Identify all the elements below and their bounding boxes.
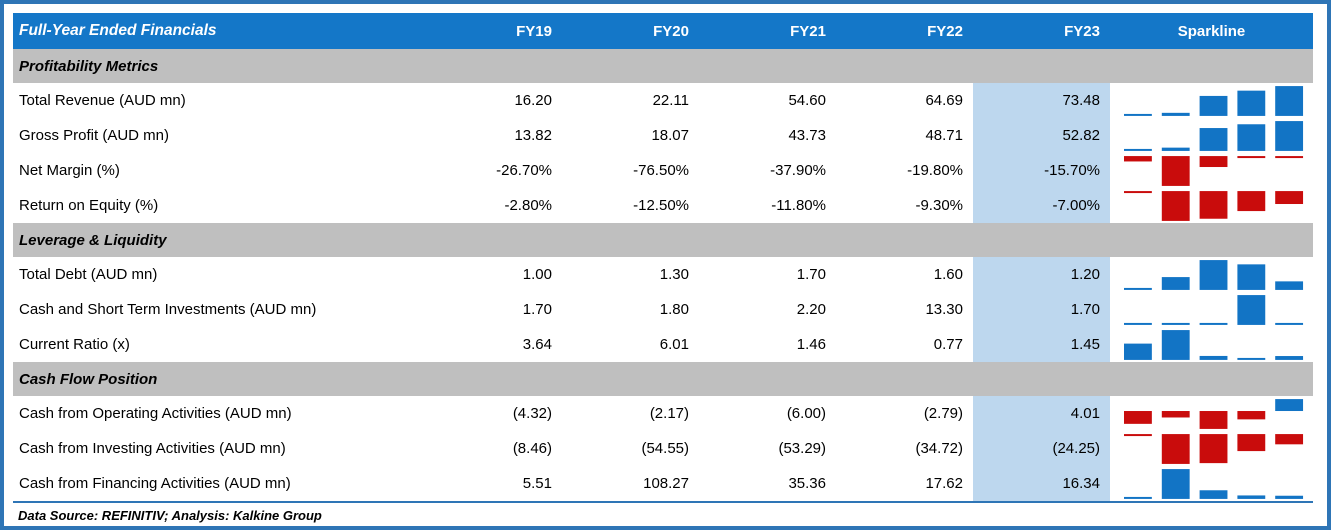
row-label: Total Revenue (AUD mn) (19, 92, 186, 109)
value-cell-fy19: 5.51 (522, 475, 552, 492)
value-cell-fy19: -2.80% (504, 197, 552, 214)
value-cell-fy22: (34.72) (915, 440, 963, 457)
value-cell-fy20: 6.01 (659, 336, 689, 353)
table-row-return-on-equity: Return on Equity (%) -2.80% -12.50% -11.80%… (13, 188, 1313, 223)
sparkline-chart (1110, 327, 1313, 362)
table-row-net-margin: Net Margin (%) -26.70% -76.50% -37.90% -19.8… (13, 153, 1313, 188)
footer-separator-line (13, 501, 1313, 503)
table-row-cash-from-investing-activities-aud-mn: Cash from Investing Activities (AUD mn) (… (13, 431, 1313, 466)
value-cell-fy19: -26.70% (496, 162, 552, 179)
row-label: Return on Equity (%) (19, 197, 159, 214)
table-body: Profitability Metrics Total Revenue (AUD … (13, 49, 1313, 501)
value-cell-fy20: (2.17) (649, 405, 689, 422)
value-cell-fy19: (4.32) (512, 405, 552, 422)
value-cell-fy20: -12.50% (633, 197, 689, 214)
value-cell-fy21: 1.46 (796, 336, 826, 353)
financials-table: Full-Year Ended Financials FY19 FY20 FY2… (13, 13, 1313, 523)
sparkline-chart (1110, 188, 1313, 223)
column-header-fy22: FY22 (927, 22, 963, 40)
value-cell-fy22: -19.80% (907, 162, 963, 179)
row-label: Net Margin (%) (19, 162, 120, 179)
sparkline-chart (1110, 431, 1313, 466)
value-cell-fy20: 1.80 (659, 301, 689, 318)
value-cell-fy19: (8.46) (512, 440, 552, 457)
value-cell-fy23: 4.01 (973, 396, 1110, 431)
section-header-leverage-liquidity: Leverage & Liquidity (13, 223, 1313, 257)
column-header-fy20: FY20 (653, 22, 689, 40)
value-cell-fy19: 1.70 (522, 301, 552, 318)
value-cell-fy22: 1.60 (933, 266, 963, 283)
value-cell-fy20: 108.27 (643, 475, 689, 492)
value-cell-fy21: 1.70 (796, 266, 826, 283)
value-cell-fy22: 48.71 (925, 127, 963, 144)
table-row-total-revenue-aud-mn: Total Revenue (AUD mn) 16.20 22.11 54.60 64.… (13, 83, 1313, 118)
value-cell-fy20: -76.50% (633, 162, 689, 179)
sparkline-chart (1110, 396, 1313, 431)
row-label: Cash from Financing Activities (AUD mn) (19, 475, 291, 492)
value-cell-fy21: 2.20 (796, 301, 826, 318)
value-cell-fy21: (53.29) (778, 440, 826, 457)
value-cell-fy20: 18.07 (651, 127, 689, 144)
value-cell-fy23: 73.48 (973, 83, 1110, 118)
sparkline-chart (1110, 118, 1313, 153)
value-cell-fy20: (54.55) (641, 440, 689, 457)
row-label: Gross Profit (AUD mn) (19, 127, 170, 144)
value-cell-fy21: (6.00) (786, 405, 826, 422)
source-note: Data Source: REFINITIV; Analysis: Kalkin… (18, 508, 322, 523)
table-row-cash-from-financing-activities-aud-mn: Cash from Financing Activities (AUD mn) 5… (13, 466, 1313, 501)
value-cell-fy19: 1.00 (522, 266, 552, 283)
row-label: Cash from Operating Activities (AUD mn) (19, 405, 292, 422)
value-cell-fy23: 1.20 (973, 257, 1110, 292)
row-label: Cash from Investing Activities (AUD mn) (19, 440, 286, 457)
row-label: Current Ratio (x) (19, 336, 130, 353)
column-header-sparkline: Sparkline (1177, 22, 1246, 40)
sparkline-chart (1110, 153, 1313, 188)
value-cell-fy19: 16.20 (514, 92, 552, 109)
value-cell-fy23: 52.82 (973, 118, 1110, 153)
value-cell-fy22: 0.77 (933, 336, 963, 353)
table-row-total-debt-aud-mn: Total Debt (AUD mn) 1.00 1.30 1.70 1.60 1.20 (13, 257, 1313, 292)
value-cell-fy23: -15.70% (973, 153, 1110, 188)
sparkline-chart (1110, 83, 1313, 118)
value-cell-fy21: -11.80% (771, 197, 826, 214)
value-cell-fy21: 35.36 (788, 475, 826, 492)
value-cell-fy19: 3.64 (522, 336, 552, 353)
sparkline-chart (1110, 292, 1313, 327)
row-label: Cash and Short Term Investments (AUD mn) (19, 301, 317, 318)
value-cell-fy22: 64.69 (925, 92, 963, 109)
table-row-cash-from-operating-activities-aud-mn: Cash from Operating Activities (AUD mn) (… (13, 396, 1313, 431)
table-row-gross-profit-aud-mn: Gross Profit (AUD mn) 13.82 18.07 43.73 48.7… (13, 118, 1313, 153)
column-header-fy23: FY23 (1064, 22, 1100, 40)
table-row-cash-and-short-term-investments-aud-mn: Cash and Short Term Investments (AUD mn)… (13, 292, 1313, 327)
table-title: Full-Year Ended Financials (19, 22, 217, 39)
value-cell-fy22: 17.62 (925, 475, 963, 492)
value-cell-fy22: -9.30% (915, 197, 963, 214)
section-header-cash-flow-position: Cash Flow Position (13, 362, 1313, 396)
value-cell-fy23: 1.70 (973, 292, 1110, 327)
sparkline-chart (1110, 466, 1313, 501)
value-cell-fy19: 13.82 (514, 127, 552, 144)
column-header-fy21: FY21 (790, 22, 826, 40)
value-cell-fy21: 43.73 (788, 127, 826, 144)
column-header-fy19: FY19 (516, 22, 552, 40)
sparkline-chart (1110, 257, 1313, 292)
value-cell-fy21: -37.90% (770, 162, 826, 179)
value-cell-fy20: 22.11 (652, 92, 689, 109)
value-cell-fy23: -7.00% (973, 188, 1110, 223)
value-cell-fy22: (2.79) (923, 405, 963, 422)
value-cell-fy23: 16.34 (973, 466, 1110, 501)
table-header-row: Full-Year Ended Financials FY19 FY20 FY2… (13, 13, 1313, 49)
row-label: Total Debt (AUD mn) (19, 266, 158, 283)
section-header-profitability-metrics: Profitability Metrics (13, 49, 1313, 83)
value-cell-fy23: (24.25) (973, 431, 1110, 466)
value-cell-fy22: 13.30 (925, 301, 963, 318)
table-row-current-ratio-x: Current Ratio (x) 3.64 6.01 1.46 0.77 1.45 (13, 327, 1313, 362)
value-cell-fy21: 54.60 (788, 92, 826, 109)
value-cell-fy20: 1.30 (659, 266, 689, 283)
value-cell-fy23: 1.45 (973, 327, 1110, 362)
